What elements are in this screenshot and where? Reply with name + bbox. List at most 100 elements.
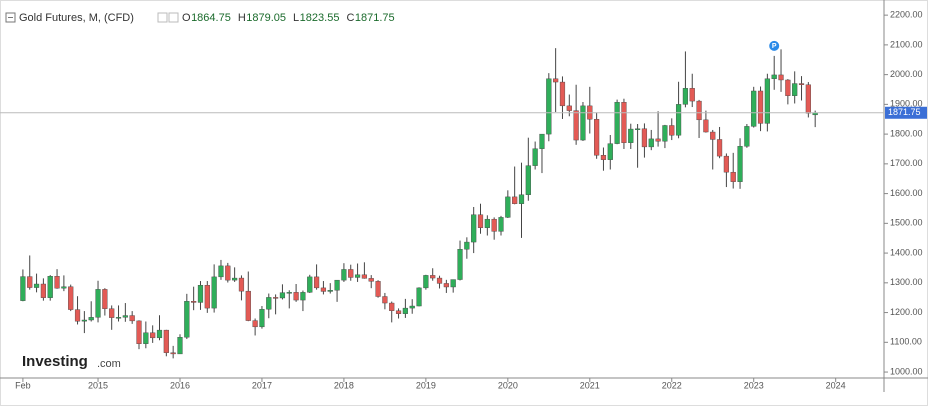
candle-body	[662, 125, 668, 142]
candle-body	[580, 105, 586, 141]
candle-body	[566, 105, 572, 111]
candle-body	[136, 320, 142, 344]
candle-body	[682, 88, 689, 105]
candle-body	[20, 276, 26, 301]
candle-body	[163, 329, 169, 353]
candle-body	[232, 277, 238, 281]
candle-body	[204, 285, 210, 309]
y-tick-label: 1400.00	[890, 247, 923, 257]
y-tick-label: 1200.00	[890, 307, 923, 317]
candle-body	[484, 218, 490, 228]
candle-body	[641, 128, 648, 148]
candle-body	[74, 309, 81, 322]
candle-body	[354, 274, 361, 278]
close-icon[interactable]	[168, 12, 179, 23]
ohlc-label: H	[238, 12, 246, 24]
candle-body	[293, 292, 299, 301]
candle-body	[409, 305, 415, 309]
candle-body	[477, 214, 484, 228]
candle-body	[238, 277, 245, 292]
x-tick-label: Feb	[15, 380, 31, 390]
candle-body	[327, 290, 333, 292]
candle-body	[402, 307, 408, 314]
candle-body	[341, 269, 347, 281]
candle-body	[655, 138, 661, 142]
candle-body	[457, 249, 463, 280]
y-tick-label: 1300.00	[890, 277, 923, 287]
candle-body	[279, 292, 286, 299]
candle-body	[307, 276, 313, 293]
candle-body	[191, 301, 197, 303]
event-marker-label: P	[772, 43, 777, 50]
candle-body	[320, 287, 327, 292]
candle-body	[375, 281, 381, 297]
candle-body	[607, 143, 613, 160]
y-tick-label: 2100.00	[890, 39, 923, 49]
candle-body	[512, 196, 518, 204]
candle-body	[559, 81, 566, 107]
candle-body	[785, 79, 791, 96]
candle-body	[464, 241, 470, 250]
candle-body	[81, 319, 87, 322]
candle-body	[313, 276, 320, 289]
ohlc-header: O 1864.75 H 1879.05 L 1823.55 C 1871.75	[182, 12, 395, 24]
y-tick-label: 2200.00	[890, 10, 923, 20]
candle-body	[505, 196, 511, 218]
y-tick-label: 1500.00	[890, 218, 923, 228]
candle-body	[259, 309, 265, 328]
y-tick-label: 1600.00	[890, 188, 923, 198]
candle-body	[498, 217, 504, 232]
candle-body	[757, 90, 764, 124]
candle-body	[710, 131, 716, 140]
candle-body	[635, 128, 641, 130]
candle-body	[150, 332, 156, 339]
candle-body	[689, 88, 695, 102]
candle-body	[170, 352, 176, 355]
candle-body	[33, 283, 40, 288]
candle-body	[723, 155, 729, 173]
x-tick-label: 2022	[662, 380, 682, 390]
candle-body	[47, 276, 53, 298]
x-tick-label: 2021	[580, 380, 600, 390]
candle-body	[525, 165, 531, 195]
candle-body	[539, 133, 545, 149]
candle-body	[805, 84, 811, 114]
candle-body	[675, 104, 682, 136]
collapse-icon[interactable]	[5, 12, 16, 23]
y-tick-label: 1100.00	[890, 337, 922, 347]
ohlc-value: 1823.55	[300, 12, 340, 24]
candle-body	[669, 125, 675, 136]
candle-body	[771, 74, 777, 79]
x-tick-label: 2023	[744, 380, 764, 390]
candle-body	[621, 102, 627, 143]
settings-icon[interactable]	[157, 12, 168, 23]
candle-body	[716, 139, 723, 157]
candle-body	[491, 218, 497, 232]
candle-body	[54, 276, 60, 289]
candle-body	[416, 287, 422, 307]
candle-body	[628, 128, 634, 143]
candle-body	[573, 110, 579, 141]
candle-body	[614, 102, 620, 144]
x-tick-label: 2016	[170, 380, 190, 390]
candle-body	[600, 155, 607, 160]
candle-body	[122, 315, 128, 318]
candle-body	[273, 297, 279, 299]
y-tick-label: 1800.00	[890, 128, 923, 138]
logo-main: Investing	[22, 353, 88, 370]
candle-body	[197, 285, 204, 303]
candle-body	[696, 100, 702, 121]
logo-suffix: .com	[97, 358, 121, 370]
candle-body	[730, 171, 736, 182]
x-tick-label: 2017	[252, 380, 272, 390]
candle-body	[143, 332, 149, 344]
candle-body	[102, 289, 108, 309]
candle-body	[737, 146, 743, 182]
ohlc-value: 1864.75	[191, 12, 231, 24]
chart-title: Gold Futures, M, (CFD)	[19, 12, 134, 24]
candle-body	[61, 286, 67, 289]
candle-body	[348, 269, 354, 278]
candle-body	[27, 276, 33, 288]
